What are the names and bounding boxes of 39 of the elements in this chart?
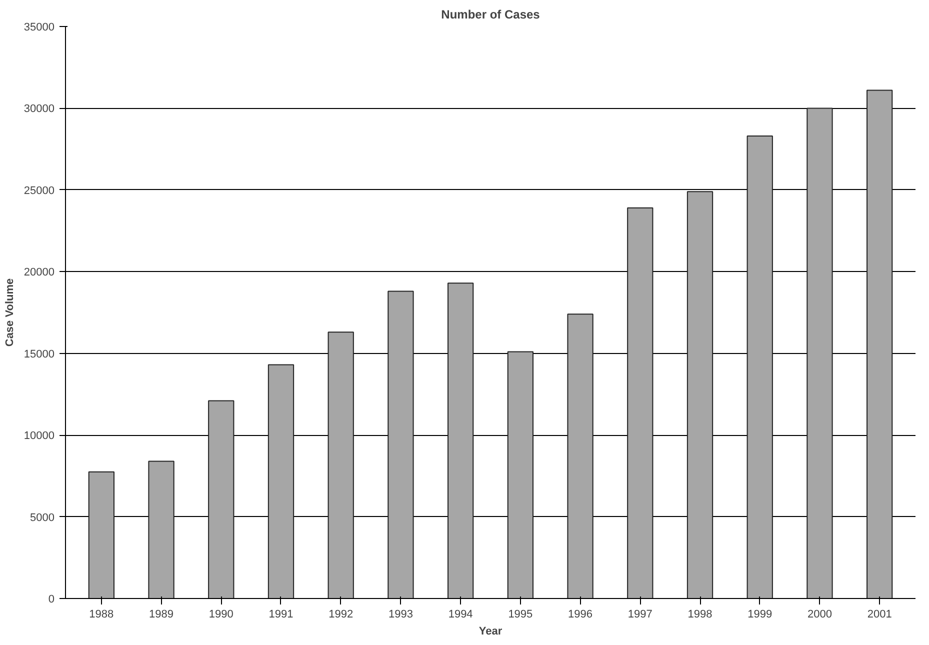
x-tick-label: 1989 [149,608,174,620]
bar [208,400,234,598]
bar [746,135,773,598]
y-tick-label: 30000 [24,103,55,116]
bar [148,460,174,598]
bar [507,351,534,598]
x-tick-label: 2000 [807,608,832,620]
bar [567,314,594,598]
x-tick-label: 1997 [628,608,652,620]
y-axis-title: Case Volume [4,278,16,347]
y-tick-label: 10000 [24,430,55,442]
bar [806,108,833,598]
y-tick-label: 5000 [30,512,55,524]
bar [328,332,354,598]
x-tick-label: 1998 [688,608,712,620]
y-tick-label: 35000 [24,22,55,34]
y-tick-label: 15000 [24,348,55,360]
y-tick-label: 25000 [24,184,55,197]
bar [448,282,474,598]
y-tick-label: 0 [48,594,55,606]
bar [627,207,654,598]
x-tick-label: 1990 [208,608,234,620]
x-tick-label: 2001 [867,608,892,620]
x-tick-label: 1999 [748,608,772,620]
x-tick-label: 1992 [328,608,354,620]
x-tick-label: 1988 [89,608,114,620]
x-tick-label: 1994 [448,608,473,620]
bar [268,364,294,598]
x-tick-label: 1991 [268,608,294,620]
bar [388,290,414,598]
y-tick-label: 20000 [24,266,55,279]
x-tick-label: 1995 [508,608,533,620]
bar [866,90,893,598]
x-tick-label: 1993 [388,608,413,620]
bar [686,191,714,598]
x-tick-label: 1996 [568,608,593,620]
x-axis-title: Year [478,626,503,638]
chart-title: Number of Cases [441,8,540,22]
bar [88,471,114,598]
